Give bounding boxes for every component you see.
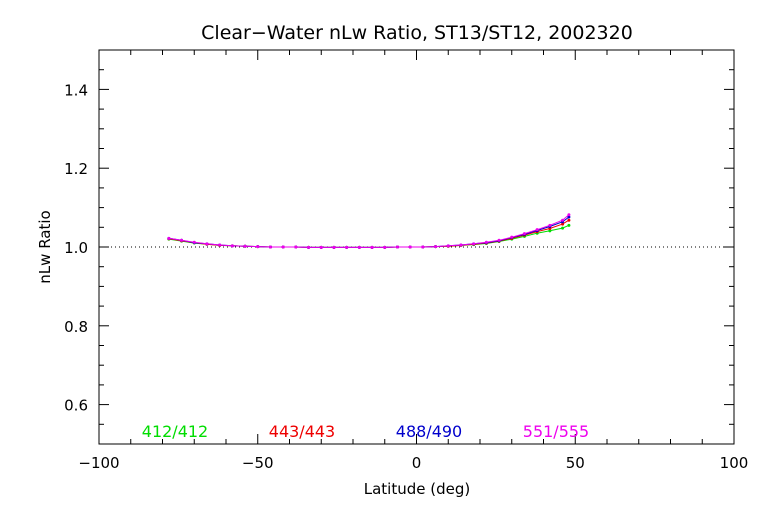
series-551-555 xyxy=(167,213,571,249)
x-tick-label: 50 xyxy=(566,454,585,472)
tick-labels: −100 −50 0 50 100 0.6 0.8 1.0 1.2 1.4 xyxy=(64,81,748,472)
legend: 412/412 443/443 488/490 551/555 xyxy=(142,422,589,441)
series-point xyxy=(332,245,336,249)
series-point xyxy=(459,243,463,247)
y-tick-label: 1.4 xyxy=(64,81,88,99)
series-point xyxy=(446,244,450,248)
series-point xyxy=(567,213,571,217)
y-tick-label: 0.6 xyxy=(64,397,88,415)
series-point xyxy=(192,240,196,244)
series-point xyxy=(345,245,349,249)
series-point xyxy=(434,245,438,249)
series-point xyxy=(567,215,571,219)
x-tick-label: 100 xyxy=(720,454,749,472)
series-point xyxy=(548,223,552,227)
series-point xyxy=(497,238,501,242)
series-line xyxy=(168,214,570,248)
legend-entry-443-443: 443/443 xyxy=(269,422,335,441)
series-point xyxy=(205,242,209,246)
series-point xyxy=(268,245,272,249)
y-axis-label: nLw Ratio xyxy=(36,210,54,283)
series-point xyxy=(472,242,476,246)
series-point xyxy=(408,245,412,249)
axis-ticks xyxy=(98,49,735,445)
series-488-490 xyxy=(167,215,571,249)
series-point xyxy=(561,222,565,226)
series-point xyxy=(167,236,171,240)
series-point xyxy=(281,245,285,249)
series-point xyxy=(180,238,184,242)
x-tick-label: −100 xyxy=(78,454,119,472)
x-axis-label: Latitude (deg) xyxy=(364,480,470,498)
legend-entry-412-412: 412/412 xyxy=(142,422,208,441)
series-point xyxy=(307,245,311,249)
series-point xyxy=(294,245,298,249)
series-point xyxy=(383,245,387,249)
legend-entry-551-555: 551/555 xyxy=(523,422,589,441)
series-point xyxy=(567,223,571,227)
series-point xyxy=(548,229,552,233)
series-point xyxy=(421,245,425,249)
series-group xyxy=(167,213,571,249)
series-point xyxy=(535,228,539,232)
series-point xyxy=(357,245,361,249)
series-line xyxy=(168,219,570,248)
y-tick-label: 0.8 xyxy=(64,318,88,336)
series-point xyxy=(561,218,565,222)
series-point xyxy=(230,244,234,248)
y-tick-label: 1.2 xyxy=(64,160,88,178)
legend-entry-488-490: 488/490 xyxy=(396,422,462,441)
series-line xyxy=(168,216,570,248)
series-point xyxy=(510,235,514,239)
series-443-443 xyxy=(167,218,571,249)
x-tick-label: −50 xyxy=(242,454,274,472)
series-point xyxy=(319,245,323,249)
series-point xyxy=(370,245,374,249)
series-point xyxy=(522,232,526,236)
chart-title: Clear−Water nLw Ratio, ST13/ST12, 200232… xyxy=(201,22,633,44)
series-point xyxy=(484,240,488,244)
series-line xyxy=(168,224,570,248)
series-point xyxy=(256,245,260,249)
series-point xyxy=(567,218,571,222)
series-point xyxy=(243,244,247,248)
series-point xyxy=(561,226,565,230)
y-tick-label: 1.0 xyxy=(64,239,88,257)
series-point xyxy=(218,243,222,247)
x-tick-label: 0 xyxy=(412,454,422,472)
series-point xyxy=(395,245,399,249)
